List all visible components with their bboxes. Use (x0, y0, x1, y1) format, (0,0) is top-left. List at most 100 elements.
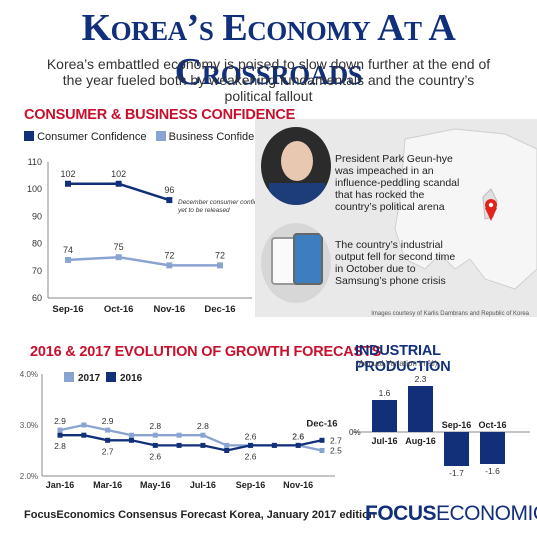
legend-swatch-consumer (24, 131, 34, 141)
image-credits: Images courtesy of Karlis Dambrans and R… (371, 311, 529, 317)
data-point (166, 197, 173, 204)
y-tick-label: 80 (32, 239, 42, 249)
data-point (128, 432, 134, 438)
data-point (217, 262, 223, 269)
y-tick-label: 60 (32, 293, 42, 303)
industrial-chart: 0% 1.6 Jul-16 2.3 Aug-16 -1.7 Sep-16 -1.6 Oct-16 (349, 374, 530, 478)
bar-Aug-16 (408, 386, 433, 432)
data-point (115, 180, 122, 187)
legend-label-2016: 2016 (120, 373, 143, 384)
data-label: 102 (60, 169, 75, 179)
confidence-chart-title: CONSUMER & BUSINESS CONFIDENCE (24, 107, 296, 123)
legend-swatch-2016 (106, 372, 116, 382)
x-tick-label: Sep-16 (52, 304, 83, 315)
logo-rest: ECONOMICS (436, 502, 537, 525)
data-label-2016: 2.7 (102, 446, 114, 456)
y-tick-label: 2.0% (20, 472, 38, 481)
bar-value-label: -1.7 (449, 468, 464, 478)
data-point (224, 448, 230, 453)
data-point (271, 442, 277, 448)
news-panel: President Park Geun-hye was impeached in… (255, 119, 537, 317)
x-tick-label: Sep-16 (236, 480, 266, 490)
logo-bold: FOCUS (365, 502, 437, 525)
phones-photo (261, 223, 331, 303)
data-point (295, 442, 301, 448)
data-point (81, 432, 87, 438)
data-point (152, 432, 158, 438)
bar-value-label: -1.6 (485, 466, 500, 476)
legend-label-2017: 2017 (78, 373, 101, 384)
data-point (105, 427, 111, 433)
data-label: 74 (63, 245, 73, 255)
data-label-2016: 2.6 (245, 451, 257, 461)
forecast-chart-title: 2016 & 2017 EVOLUTION OF GROWTH FORECAST… (30, 344, 382, 360)
x-tick-label: Jan-16 (46, 480, 75, 490)
bar-Jul-16 (372, 400, 397, 432)
end-label: Dec-16 (306, 418, 337, 429)
data-point (166, 262, 173, 269)
y-tick-label: 100 (27, 184, 42, 194)
data-label-2017: 2.6 (245, 431, 257, 441)
y-tick-label: 3.0% (20, 421, 38, 430)
president-photo (261, 127, 331, 205)
industrial-chart-title: INDUSTRIAL PRODUCTION (355, 343, 451, 375)
page-subtitle: Korea’s embattled economy is poised to s… (46, 56, 491, 104)
legend-swatch-2017 (64, 372, 74, 382)
bar-category-label: Oct-16 (478, 420, 506, 430)
data-label-2017: 2.8 (149, 421, 161, 431)
confidence-chart: 60 70 80 90 100 110 Sep-16 Oct-16 Nov-16 Dec-16 10… (27, 157, 262, 315)
y-tick-label: 70 (32, 266, 42, 276)
x-tick-label: Nov-16 (283, 480, 313, 490)
data-point (200, 432, 206, 438)
data-point (65, 256, 71, 263)
legend-label-business: Business Confidence (168, 131, 272, 143)
bar-Oct-16 (480, 432, 505, 464)
data-point (176, 442, 182, 448)
series-line-2016 (60, 434, 323, 452)
data-label-2017: 2.5 (330, 446, 342, 456)
source-note: FocusEconomics Consensus Forecast Korea,… (24, 509, 376, 521)
bar-category-label: Sep-16 (442, 420, 472, 430)
data-label: 72 (215, 250, 225, 260)
data-point (319, 448, 325, 453)
data-point (57, 427, 63, 433)
bar-value-label: 1.6 (379, 388, 391, 398)
data-label-2017: 2.9 (54, 416, 66, 426)
focus-economics-logo: FOCUSECONOMICS (365, 502, 537, 526)
asia-map (394, 128, 537, 290)
x-tick-label: Nov-16 (153, 304, 185, 315)
x-tick-label: Jul-16 (190, 480, 216, 490)
data-point (224, 442, 230, 448)
bar-value-label: 2.3 (415, 374, 427, 384)
data-label: 72 (164, 250, 174, 260)
zero-label: 0% (349, 428, 361, 437)
data-point (115, 254, 122, 261)
data-point (319, 437, 325, 443)
bar-category-label: Jul-16 (371, 436, 397, 446)
data-point (176, 432, 182, 438)
data-point (105, 437, 111, 443)
data-label-2017: 2.8 (197, 421, 209, 431)
x-tick-label: Oct-16 (104, 304, 134, 315)
confidence-legend: Consumer Confidence Business Confidence (24, 131, 272, 143)
y-tick-label: 4.0% (20, 370, 38, 379)
x-tick-label: Dec-16 (204, 304, 235, 315)
y-tick-label: 90 (32, 211, 42, 221)
data-label: 96 (164, 185, 174, 195)
data-label-2016: 2.6 (149, 451, 161, 461)
data-label: 75 (114, 242, 124, 252)
data-label-2016: 2.7 (330, 435, 342, 445)
data-point (248, 442, 254, 448)
series-line-business (67, 255, 220, 267)
bar-category-label: Aug-16 (405, 436, 436, 446)
page-title: Korea’s Economy At A Crossroads (81, 7, 456, 93)
data-point (128, 437, 134, 443)
data-point (65, 180, 71, 187)
data-label-2017: 2.9 (102, 416, 114, 426)
industrial-chart-subtitle: (Annual Variation in %) (356, 359, 438, 368)
bar-Sep-16 (444, 432, 469, 466)
data-label-2016: 2.8 (54, 441, 66, 451)
data-label: 102 (111, 169, 126, 179)
data-point (200, 442, 206, 448)
output-caption: The country’s industrial output fell for… (335, 239, 456, 287)
